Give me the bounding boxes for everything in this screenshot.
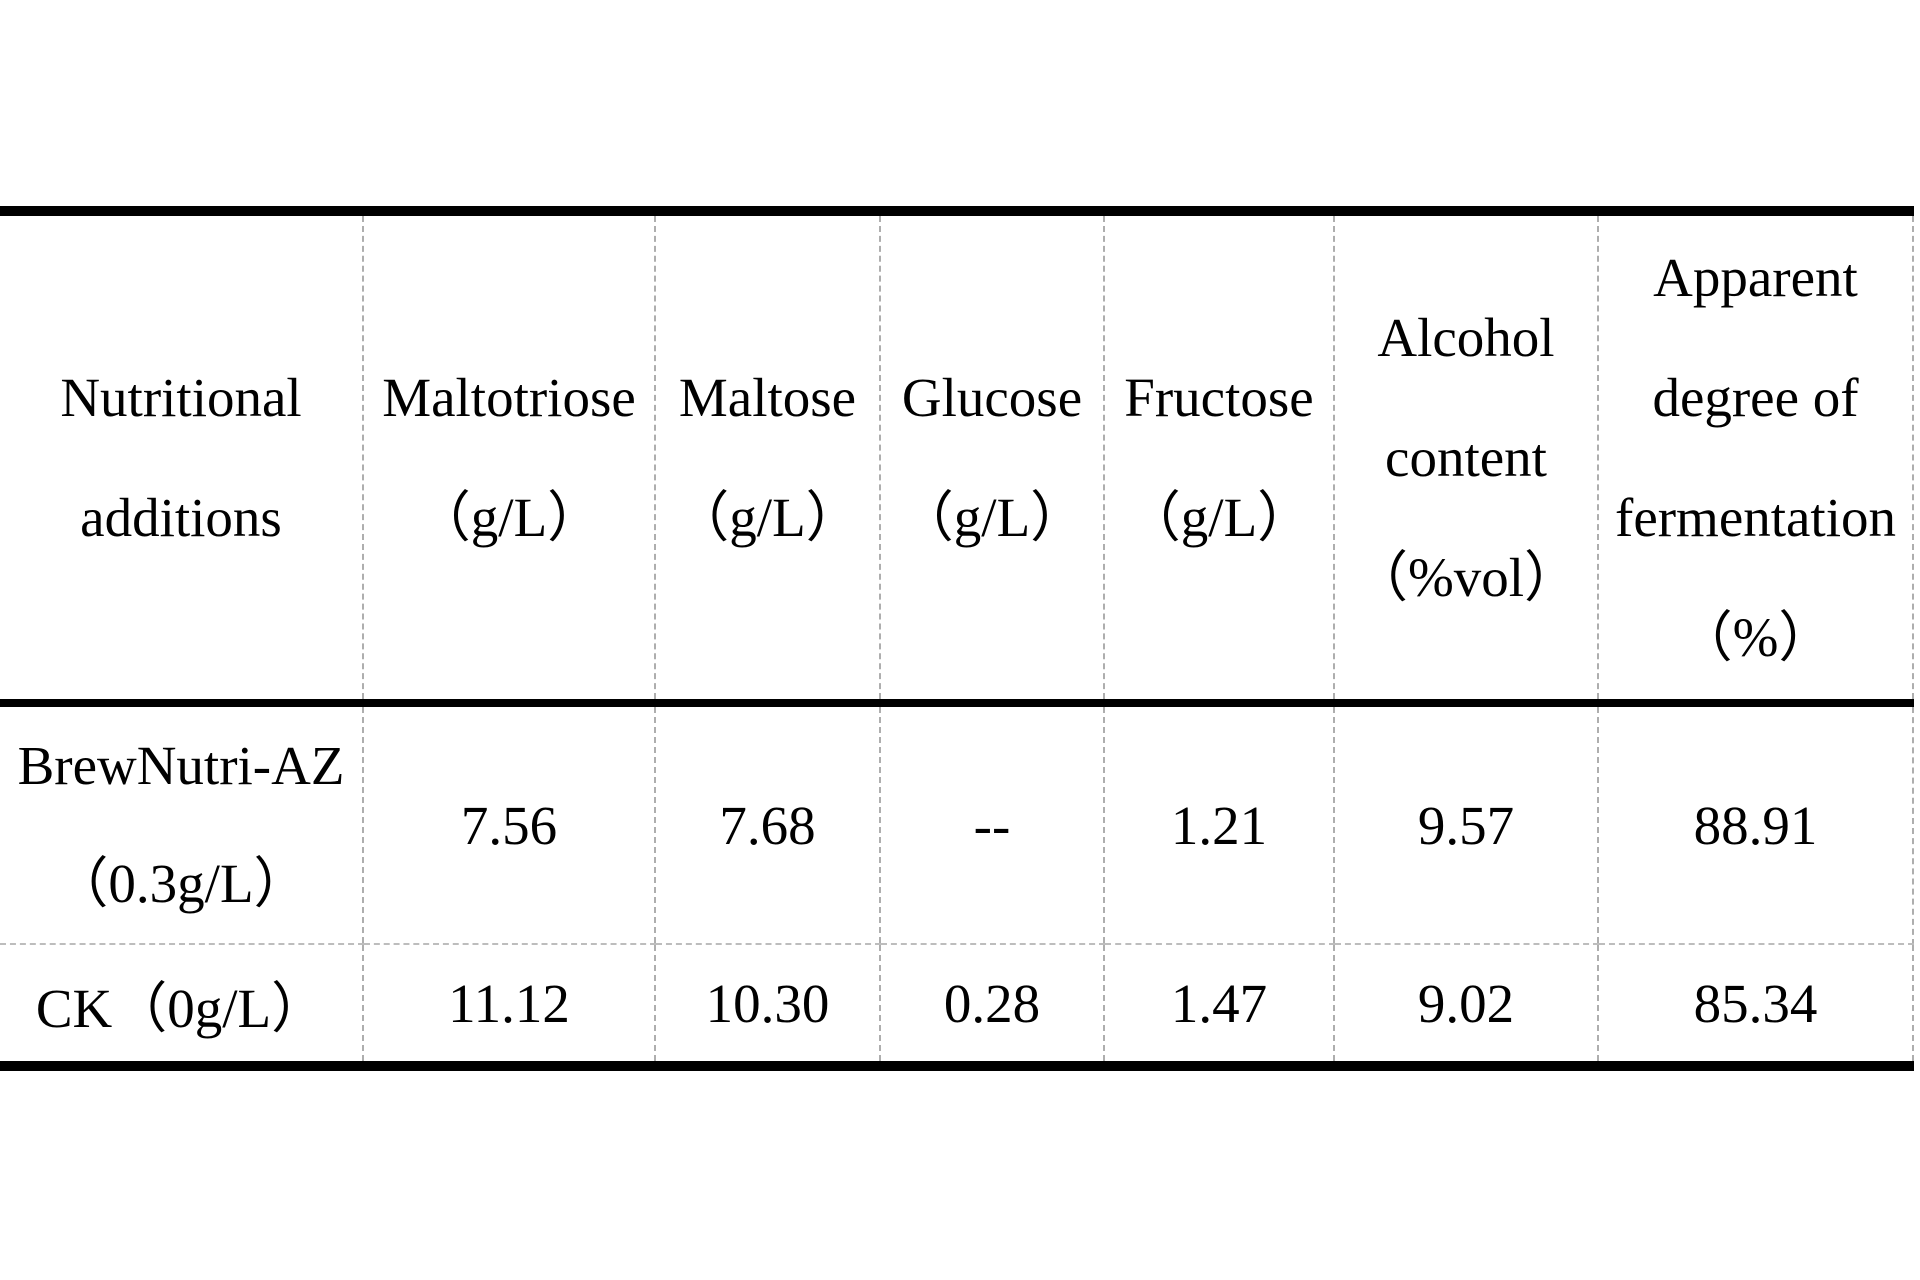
header-cell-maltose: Maltose （g/L） bbox=[654, 211, 880, 707]
header-line: Glucose bbox=[901, 366, 1083, 428]
header-cell-alcohol-content: Alcohol content （%vol） bbox=[1333, 211, 1598, 707]
header-line: （%vol） bbox=[1352, 546, 1580, 608]
header-line: Maltose bbox=[678, 366, 857, 428]
header-line: Maltotriose bbox=[382, 366, 636, 428]
cell-ck-maltose: 10.30 bbox=[654, 944, 880, 1066]
row-label-line: BrewNutri-AZ bbox=[17, 735, 345, 796]
cell-ck-fructose: 1.47 bbox=[1103, 944, 1334, 1066]
table-header: Nutritional additions Maltotriose （g/L） … bbox=[0, 211, 1914, 707]
cell-brewnutri-glucose: -- bbox=[879, 703, 1104, 945]
table-body: BrewNutri-AZ （0.3g/L） 7.56 7.68 -- 1.21 … bbox=[0, 703, 1914, 1066]
header-cell-apparent-fermentation: Apparent degree of fermentation （%） bbox=[1597, 211, 1914, 707]
header-line: （g/L） bbox=[898, 486, 1086, 548]
header-cell-maltotriose: Maltotriose （g/L） bbox=[362, 211, 655, 707]
header-row: Nutritional additions Maltotriose （g/L） … bbox=[0, 211, 1914, 707]
cell-brewnutri-maltose: 7.68 bbox=[654, 703, 880, 945]
header-line: fermentation bbox=[1615, 486, 1896, 548]
header-line: Nutritional bbox=[60, 366, 302, 428]
header-line: Alcohol bbox=[1377, 306, 1555, 368]
row-label-ck: CK（0g/L） bbox=[0, 944, 363, 1066]
fermentation-results-table: Nutritional additions Maltotriose （g/L） … bbox=[0, 206, 1914, 1071]
cell-ck-maltotriose: 11.12 bbox=[362, 944, 655, 1066]
header-cell-glucose: Glucose （g/L） bbox=[879, 211, 1104, 707]
row-label-line: （0.3g/L） bbox=[53, 853, 309, 914]
table-row-brewnutri: BrewNutri-AZ （0.3g/L） 7.56 7.68 -- 1.21 … bbox=[0, 703, 1914, 945]
header-line: （g/L） bbox=[415, 486, 603, 548]
header-cell-nutritional-additions: Nutritional additions bbox=[0, 211, 363, 707]
cell-brewnutri-fructose: 1.21 bbox=[1103, 703, 1334, 945]
row-label-brewnutri-az: BrewNutri-AZ （0.3g/L） bbox=[0, 703, 363, 945]
cell-ck-glucose: 0.28 bbox=[879, 944, 1104, 1066]
header-line: Apparent bbox=[1653, 246, 1858, 308]
row-label-line: CK（0g/L） bbox=[35, 978, 327, 1039]
cell-ck-fermentation: 85.34 bbox=[1597, 944, 1914, 1066]
cell-brewnutri-maltotriose: 7.56 bbox=[362, 703, 655, 945]
table-row-ck: CK（0g/L） 11.12 10.30 0.28 1.47 9.02 85.3… bbox=[0, 944, 1914, 1066]
header-line: （%） bbox=[1677, 606, 1834, 668]
cell-ck-alcohol: 9.02 bbox=[1333, 944, 1598, 1066]
cell-brewnutri-alcohol: 9.57 bbox=[1333, 703, 1598, 945]
header-cell-fructose: Fructose （g/L） bbox=[1103, 211, 1334, 707]
cell-brewnutri-fermentation: 88.91 bbox=[1597, 703, 1914, 945]
header-line: degree of bbox=[1652, 366, 1859, 428]
header-line: additions bbox=[80, 486, 282, 548]
header-line: （g/L） bbox=[674, 486, 861, 548]
header-line: content bbox=[1385, 426, 1547, 488]
header-line: Fructose bbox=[1124, 366, 1314, 428]
header-line: （g/L） bbox=[1125, 486, 1313, 548]
